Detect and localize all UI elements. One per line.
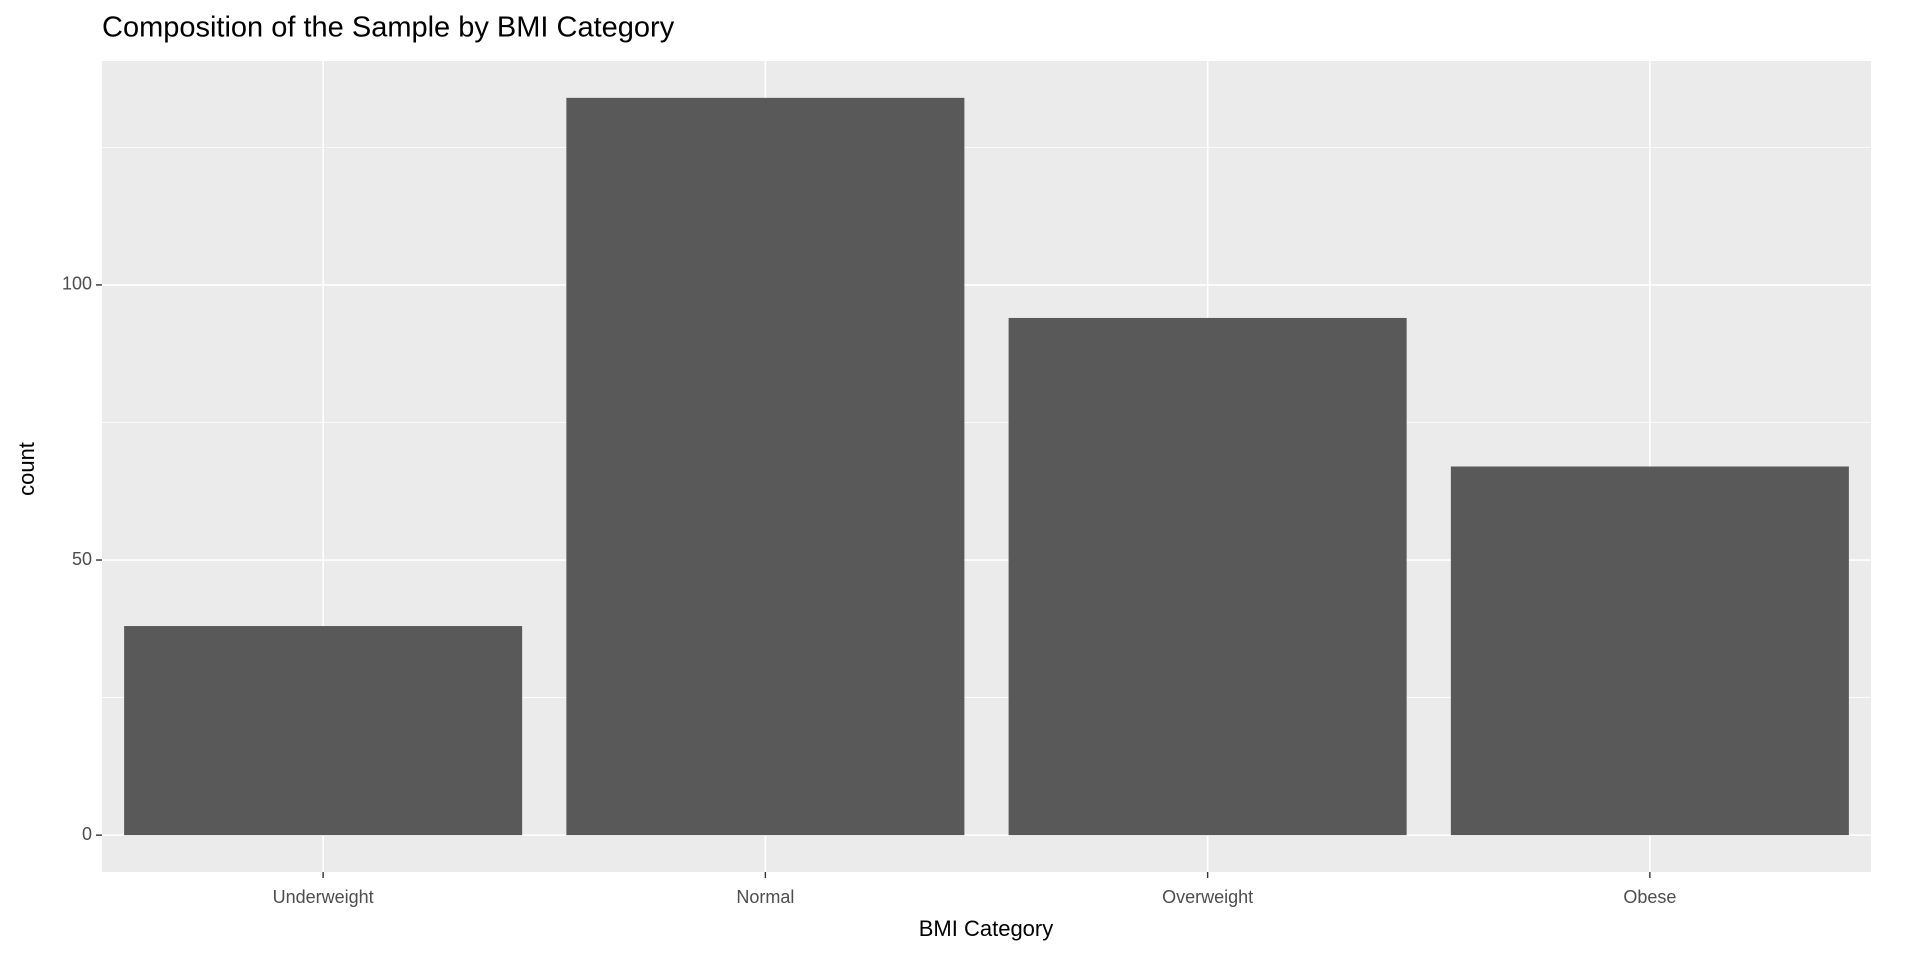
bar xyxy=(1450,466,1849,836)
y-tick-label: 50 xyxy=(72,549,92,569)
y-tick-label: 100 xyxy=(62,274,92,294)
chart-title: Composition of the Sample by BMI Categor… xyxy=(102,12,675,44)
x-axis-title: BMI Category xyxy=(919,916,1054,941)
y-tick-label: 0 xyxy=(82,824,92,844)
x-tick-label: Obese xyxy=(1623,887,1676,907)
bar xyxy=(1008,317,1407,836)
bar xyxy=(566,97,965,836)
x-tick-label: Normal xyxy=(736,887,794,907)
x-tick-label: Underweight xyxy=(273,887,374,907)
x-tick-label: Overweight xyxy=(1162,887,1253,907)
bar xyxy=(124,626,523,836)
y-axis-title: count xyxy=(14,442,39,496)
